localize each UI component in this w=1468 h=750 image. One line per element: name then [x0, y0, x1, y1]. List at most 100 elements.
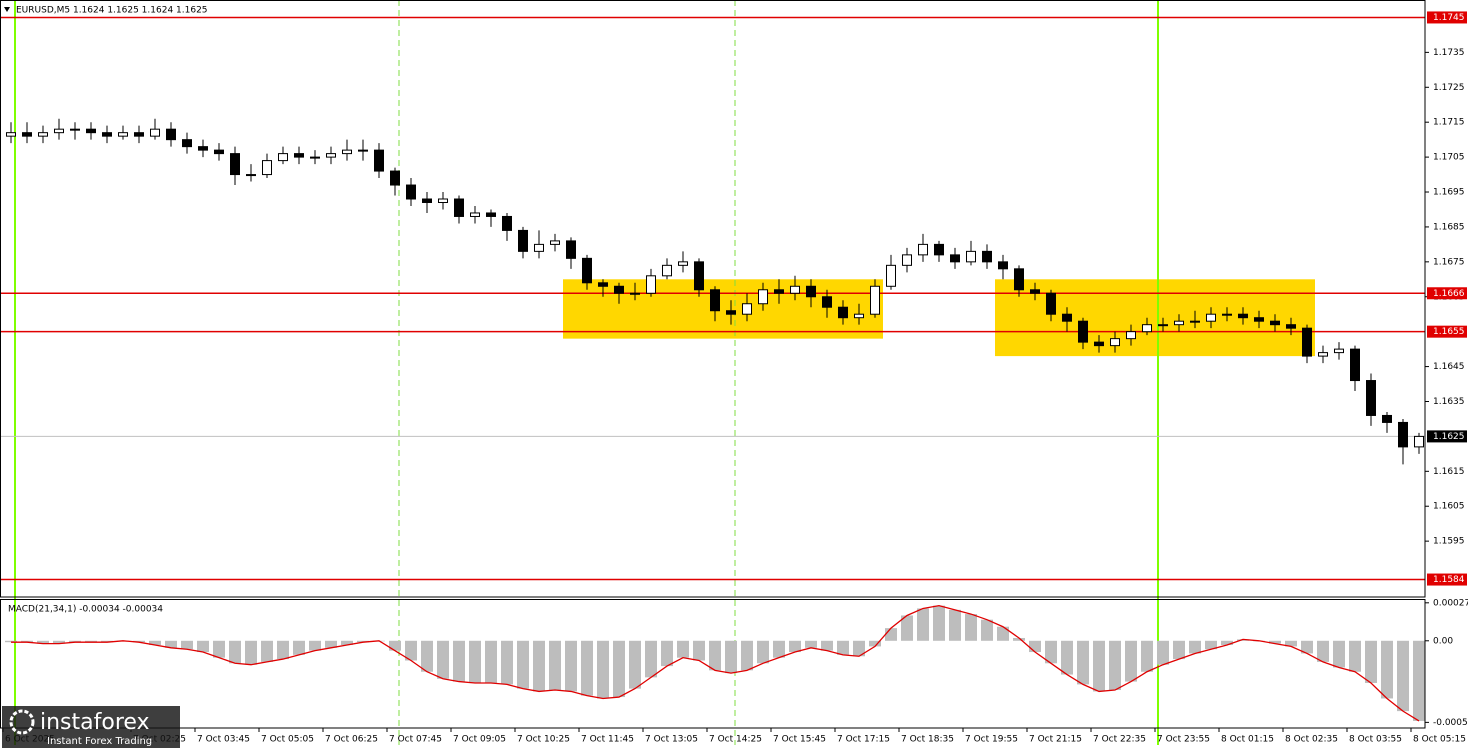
macd-bar	[677, 640, 689, 658]
x-tick-label: 7 Oct 14:25	[709, 735, 762, 745]
separators	[14, 0, 1159, 745]
candle-body	[374, 149, 384, 172]
macd-bar	[5, 640, 17, 643]
main-frame	[0, 0, 1426, 598]
candle-body	[1126, 331, 1136, 340]
macd-bar	[1093, 640, 1105, 692]
x-tick-label: 7 Oct 11:45	[581, 735, 634, 745]
candle-body	[1414, 435, 1424, 448]
macd-bar	[245, 640, 257, 665]
macd-bar	[1301, 640, 1313, 654]
candle-body	[262, 160, 272, 176]
x-tick-label: 8 Oct 03:55	[1349, 735, 1402, 745]
candle-body	[534, 243, 544, 252]
candle-body	[870, 285, 880, 315]
macd-bar	[821, 640, 833, 651]
macd-bar	[805, 640, 817, 648]
macd-bar	[1125, 640, 1137, 682]
macd-bar	[389, 640, 401, 651]
candle-body	[358, 149, 368, 152]
candle-body	[854, 313, 864, 319]
candle-body	[22, 132, 32, 137]
macd-bar	[1381, 640, 1393, 699]
macd-bar	[629, 640, 641, 689]
x-tick-label: 7 Oct 06:25	[325, 735, 378, 745]
candle-body	[918, 243, 928, 256]
macd-bar	[309, 640, 321, 651]
macd-bar	[1173, 640, 1185, 660]
zone	[995, 279, 1315, 357]
candle-body	[886, 264, 896, 287]
x-tick-label: 7 Oct 03:45	[197, 735, 250, 745]
x-tick-label: 7 Oct 13:05	[645, 735, 698, 745]
y-tick-label: 1.1605	[1433, 502, 1465, 512]
macd-bar	[1189, 640, 1201, 654]
watermark-logo	[9, 709, 35, 735]
y-tick-label: 1.1675	[1433, 257, 1465, 267]
menu-triangle	[4, 7, 10, 12]
candle-body	[1030, 289, 1040, 294]
macd-bar	[341, 640, 353, 646]
candle-body	[582, 257, 592, 284]
macd-bar	[293, 640, 305, 655]
candle-body	[54, 128, 64, 134]
y-tick-label: 1.1645	[1433, 362, 1465, 372]
level-label: 1.1655	[1433, 327, 1465, 337]
candle-body	[198, 146, 208, 151]
candle-body	[102, 132, 112, 137]
x-tick-label: 7 Oct 19:55	[965, 735, 1018, 745]
candle-body	[38, 132, 48, 137]
macd-bar	[725, 640, 737, 674]
y-tick-label: 1.1705	[1433, 153, 1465, 163]
candle-body	[598, 282, 608, 287]
candle-body	[422, 198, 432, 203]
candle-body	[86, 128, 96, 134]
macd-bar	[581, 640, 593, 696]
candle-body	[182, 139, 192, 148]
macd-bar	[1349, 640, 1361, 672]
candle-body	[1366, 380, 1376, 416]
macd-frame	[0, 599, 1426, 729]
axes-layer: 1.1735 1.1725 1.1715 1.1705 1.1695 1.1685 1.16…	[2, 11, 1468, 745]
macd-bar	[1317, 640, 1329, 662]
candle-body	[294, 153, 304, 158]
candle-body	[134, 132, 144, 137]
candle-body	[1334, 348, 1344, 354]
macd-bar	[357, 640, 369, 643]
macd-bar	[421, 640, 433, 672]
candle-body	[1270, 320, 1280, 326]
candle-body	[710, 289, 720, 312]
candle-body	[1382, 414, 1392, 423]
macd-bar	[1141, 640, 1153, 672]
watermark-tagline: Instant Forex Trading	[47, 736, 152, 747]
macd-bar	[229, 640, 241, 664]
macd-bar	[1061, 640, 1073, 675]
candle-body	[214, 149, 224, 155]
macd-bar	[405, 640, 417, 661]
macd-bar	[517, 640, 529, 689]
x-tick-label: 7 Oct 15:45	[773, 735, 826, 745]
macd-title: MACD(21,34,1) -0.00034 -0.00034	[8, 605, 163, 615]
x-tick-label: 7 Oct 21:15	[1029, 735, 1082, 745]
x-tick-label: 7 Oct 05:05	[261, 735, 314, 745]
candle-body	[518, 229, 528, 252]
y-tick-label: 1.1685	[1433, 222, 1465, 232]
macd-bar	[133, 640, 145, 643]
macd-y-tick-label: 0.00	[1433, 636, 1453, 646]
macd-bar	[1285, 640, 1297, 647]
macd-bar	[917, 608, 929, 641]
candle-body	[1318, 352, 1328, 357]
macd-bar	[453, 640, 465, 682]
candle-body	[662, 264, 672, 277]
candle-body	[550, 240, 560, 245]
candle-body	[70, 128, 80, 131]
candle-body	[1206, 313, 1216, 322]
macd-bar	[693, 640, 705, 661]
candle-body	[1014, 268, 1024, 291]
macd-bar	[965, 614, 977, 641]
macd-bar	[149, 640, 161, 646]
macd-bar	[469, 640, 481, 683]
macd-y-tick-label: -0.00058	[1433, 718, 1468, 728]
frames	[0, 0, 1426, 729]
macd-bar	[325, 640, 337, 648]
